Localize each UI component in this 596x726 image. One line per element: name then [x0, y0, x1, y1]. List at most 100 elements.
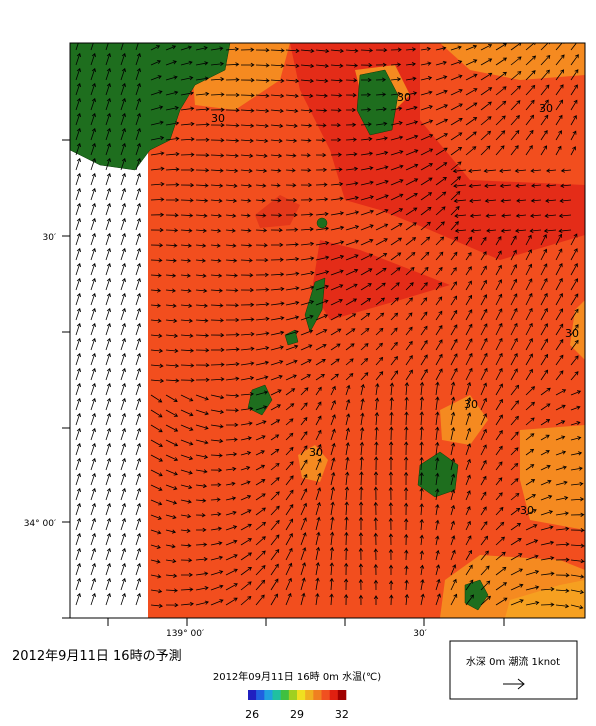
current-arrow: [315, 270, 330, 276]
current-arrow: [403, 456, 409, 471]
current-arrow: [480, 116, 492, 126]
current-arrow: [375, 327, 384, 336]
current-arrow: [195, 288, 208, 293]
current-arrow: [359, 456, 364, 471]
current-arrow: [540, 556, 555, 561]
current-arrow: [105, 412, 111, 426]
current-arrow: [285, 227, 299, 232]
current-arrow: [555, 557, 570, 562]
current-arrow: [90, 82, 96, 96]
current-arrow: [403, 487, 409, 501]
current-arrow: [480, 101, 492, 111]
current-arrow: [75, 592, 81, 606]
current-arrow: [75, 382, 81, 396]
current-arrow: [165, 499, 178, 505]
current-arrow: [329, 593, 334, 606]
current-arrow: [150, 348, 164, 353]
current-arrow: [120, 187, 126, 201]
current-arrow: [210, 183, 224, 188]
current-arrow: [480, 491, 487, 501]
current-arrow: [454, 228, 467, 233]
current-arrow: [135, 577, 141, 591]
current-arrow: [388, 548, 394, 561]
current-arrow: [375, 92, 387, 97]
current-arrow: [359, 441, 365, 456]
current-arrow: [555, 354, 564, 366]
current-arrow: [195, 61, 209, 66]
current-arrow: [240, 495, 252, 501]
current-arrow: [540, 602, 555, 607]
current-arrow: [165, 514, 177, 520]
current-arrow: [180, 152, 195, 157]
current-arrow: [180, 394, 194, 402]
current-arrow: [195, 243, 207, 248]
current-arrow: [150, 318, 162, 323]
current-arrow: [195, 600, 209, 606]
current-arrow: [75, 232, 81, 246]
current-arrow: [510, 293, 518, 306]
current-arrow: [389, 382, 395, 396]
current-arrow: [389, 411, 394, 426]
current-arrow: [555, 542, 570, 547]
current-arrow: [120, 397, 126, 411]
title: 2012年9月11日 16時の予測: [12, 649, 182, 664]
current-arrow: [315, 226, 330, 231]
current-arrow: [180, 228, 193, 233]
current-arrow: [75, 142, 81, 156]
current-arrow: [75, 277, 81, 291]
current-arrow: [465, 535, 472, 546]
current-arrow: [510, 368, 518, 381]
current-arrow: [300, 359, 312, 366]
current-arrow: [510, 538, 522, 546]
orange-patch: [570, 300, 585, 360]
current-arrow: [195, 586, 209, 591]
current-arrow: [255, 213, 267, 218]
current-arrow: [105, 247, 111, 261]
current-arrow: [135, 487, 141, 501]
current-arrow: [435, 310, 443, 321]
current-arrow: [525, 307, 533, 321]
current-arrow: [405, 207, 418, 216]
current-arrow: [285, 300, 300, 306]
current-arrow: [330, 284, 344, 291]
current-arrow: [255, 243, 268, 248]
current-arrow: [555, 69, 565, 81]
current-arrow: [195, 454, 209, 459]
current-arrow: [135, 547, 141, 561]
current-arrow: [405, 312, 413, 321]
current-arrow: [135, 172, 141, 186]
current-arrow: [540, 419, 551, 426]
current-arrow: [75, 202, 81, 216]
current-arrow: [360, 298, 372, 306]
current-arrow: [285, 93, 299, 99]
current-arrow: [240, 93, 255, 98]
current-arrow: [495, 597, 508, 606]
current-arrow: [240, 183, 253, 188]
current-arrow: [345, 210, 360, 216]
island: [316, 217, 328, 229]
current-arrow: [510, 145, 519, 156]
current-arrow: [165, 439, 179, 447]
current-arrow: [375, 371, 384, 381]
current-arrow: [180, 601, 194, 607]
current-arrow: [135, 382, 141, 396]
current-arrow: [120, 487, 126, 501]
current-arrow: [465, 59, 478, 66]
current-arrow: [225, 153, 239, 158]
current-arrow: [135, 457, 141, 471]
current-arrow: [225, 597, 238, 606]
current-arrow: [300, 153, 311, 158]
current-arrow: [300, 431, 308, 441]
current-arrow: [420, 282, 428, 291]
current-arrow: [405, 76, 417, 81]
current-arrow: [240, 168, 253, 173]
current-arrow: [300, 227, 314, 232]
current-arrow: [480, 535, 489, 546]
current-arrow: [555, 603, 570, 609]
current-arrow: [435, 593, 441, 606]
current-arrow: [465, 520, 471, 531]
current-arrow: [373, 471, 379, 485]
current-arrow: [510, 249, 517, 261]
current-arrow: [90, 517, 96, 531]
current-arrow: [285, 315, 300, 321]
